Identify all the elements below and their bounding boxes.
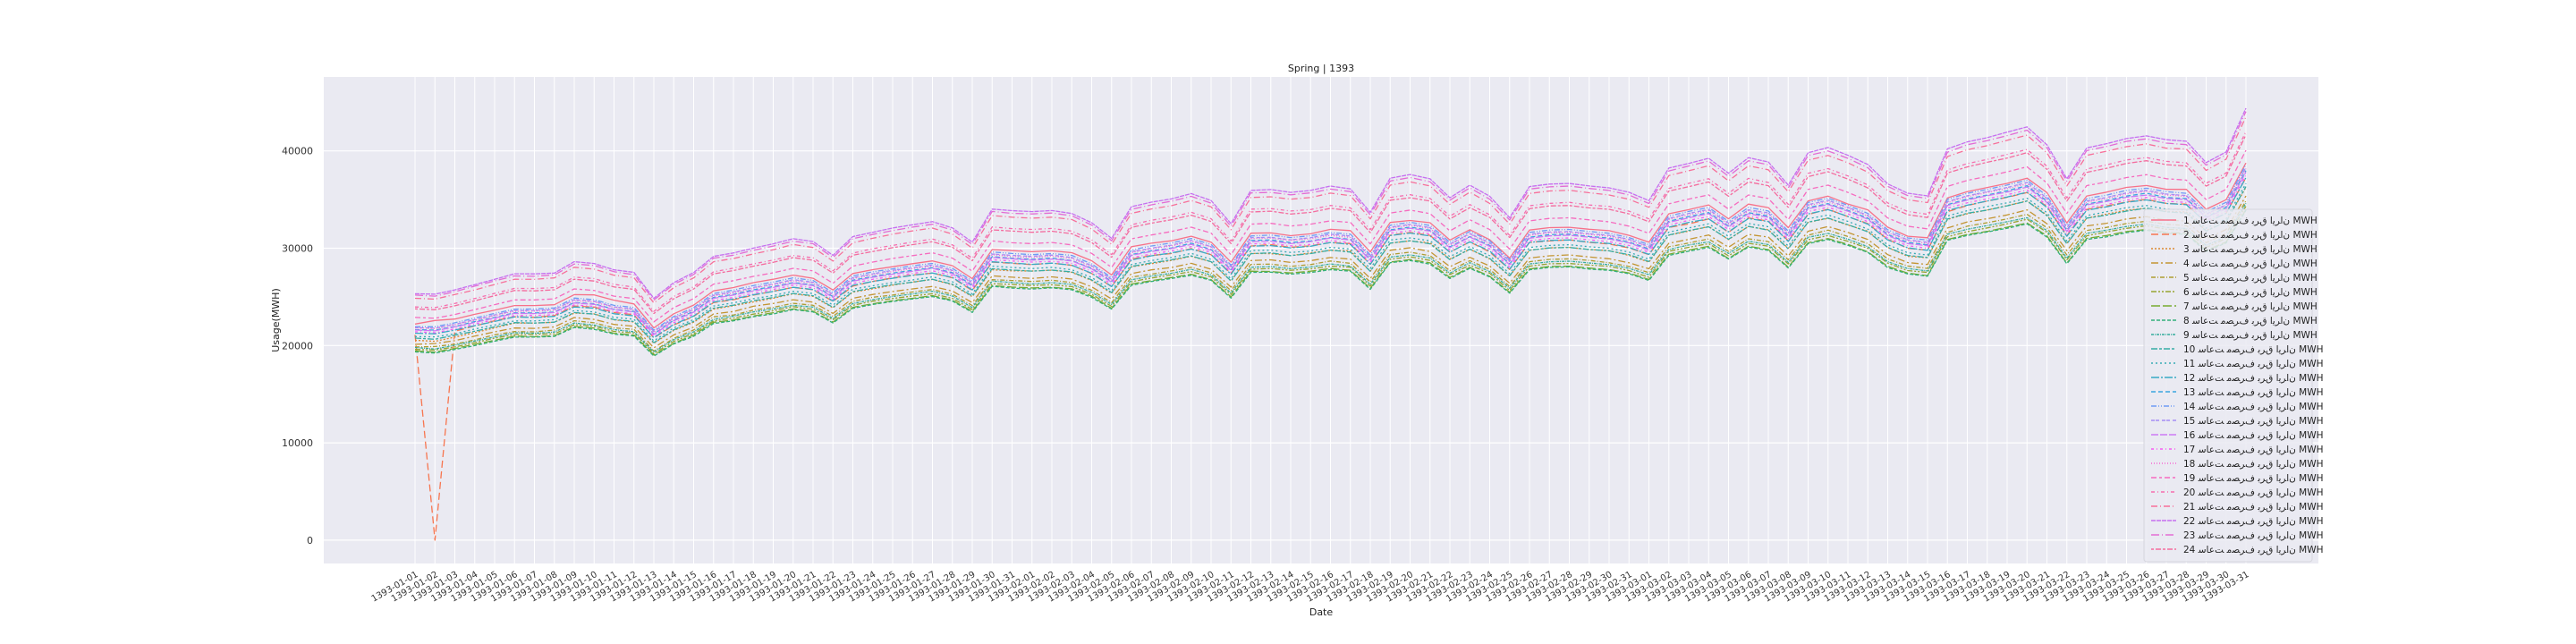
legend-label: ﻥﺍﺮﻳﺍ ﻕﺮﺑ ﻑﺮﺼﻣ ﺖﻋﺎﺳ 22 MWH	[2183, 516, 2324, 527]
gridlines	[324, 77, 2318, 564]
legend-label: ﻥﺍﺮﻳﺍ ﻕﺮﺑ ﻑﺮﺼﻣ ﺖﻋﺎﺳ 8 MWH	[2183, 316, 2318, 326]
series-line-15	[414, 166, 2247, 333]
legend: ﻥﺍﺮﻳﺍ ﻕﺮﺑ ﻑﺮﺼﻣ ﺖﻋﺎﺳ 1 MWH ﻥﺍﺮﻳﺍ ﻕﺮﺑ ﻑﺮﺼﻣ …	[2143, 208, 2324, 563]
y-axis-label: Usage(MWH)	[270, 288, 282, 352]
legend-label: ﻥﺍﺮﻳﺍ ﻕﺮﺑ ﻑﺮﺼﻣ ﺖﻋﺎﺳ 2 MWH	[2183, 230, 2318, 241]
x-axis-label: Date	[1309, 606, 1334, 618]
series-line-14	[415, 164, 2247, 331]
series-line-5	[414, 200, 2247, 352]
legend-label: ﻥﺍﺮﻳﺍ ﻕﺮﺑ ﻑﺮﺼﻣ ﺖﻋﺎﺳ 19 MWH	[2183, 473, 2324, 484]
legend-label: ﻥﺍﺮﻳﺍ ﻕﺮﺑ ﻑﺮﺼﻣ ﺖﻋﺎﺳ 11 MWH	[2183, 359, 2324, 369]
legend-label: ﻥﺍﺮﻳﺍ ﻕﺮﺑ ﻑﺮﺼﻣ ﺖﻋﺎﺳ 3 MWH	[2183, 244, 2318, 255]
legend-label: ﻥﺍﺮﻳﺍ ﻕﺮﺑ ﻑﺮﺼﻣ ﺖﻋﺎﺳ 12 MWH	[2183, 373, 2324, 384]
series-line-11	[414, 182, 2247, 342]
series-line-16	[414, 172, 2247, 335]
series-line-1	[414, 162, 2247, 329]
series-line-10	[414, 186, 2247, 343]
series-line-23	[414, 111, 2247, 301]
legend-label: ﻥﺍﺮﻳﺍ ﻕﺮﺑ ﻑﺮﺼﻣ ﺖﻋﺎﺳ 16 MWH	[2183, 430, 2324, 441]
y-axis-ticks: 0 10000 20000 30000 40000	[282, 146, 313, 547]
legend-label: ﻥﺍﺮﻳﺍ ﻕﺮﺑ ﻑﺮﺼﻣ ﺖﻋﺎﺳ 4 MWH	[2183, 258, 2318, 269]
legend-label: ﻥﺍﺮﻳﺍ ﻕﺮﺑ ﻑﺮﺼﻣ ﺖﻋﺎﺳ 17 MWH	[2183, 445, 2324, 455]
legend-frame	[2143, 208, 2313, 563]
y-tick-label: 20000	[282, 340, 313, 352]
legend-label: ﻥﺍﺮﻳﺍ ﻕﺮﺑ ﻑﺮﺼﻣ ﺖﻋﺎﺳ 13 MWH	[2183, 387, 2324, 398]
series-line-6	[414, 206, 2247, 355]
y-tick-label: 30000	[282, 242, 313, 254]
y-tick-label: 0	[307, 535, 313, 547]
series-line-17	[414, 174, 2247, 337]
chart-title: Spring | 1393	[1288, 63, 1354, 74]
legend-label: ﻥﺍﺮﻳﺍ ﻕﺮﺑ ﻑﺮﺼﻣ ﺖﻋﺎﺳ 20 MWH	[2183, 487, 2324, 498]
legend-label: ﻥﺍﺮﻳﺍ ﻕﺮﺑ ﻑﺮﺼﻣ ﺖﻋﺎﺳ 5 MWH	[2183, 273, 2318, 284]
series-line-13	[414, 170, 2247, 335]
series-line-20	[414, 131, 2247, 312]
y-tick-label: 10000	[282, 437, 313, 449]
legend-label: ﻥﺍﺮﻳﺍ ﻕﺮﺑ ﻑﺮﺼﻣ ﺖﻋﺎﺳ 7 MWH	[2183, 301, 2318, 312]
series-lines	[414, 107, 2247, 541]
x-axis-ticks: 1393-01-011393-01-021393-01-031393-01-04…	[370, 570, 2251, 605]
legend-label: ﻥﺍﺮﻳﺍ ﻕﺮﺑ ﻑﺮﺼﻣ ﺖﻋﺎﺳ 24 MWH	[2183, 545, 2324, 555]
legend-label: ﻥﺍﺮﻳﺍ ﻕﺮﺑ ﻑﺮﺼﻣ ﺖﻋﺎﺳ 21 MWH	[2183, 502, 2324, 513]
series-line-8	[414, 209, 2247, 357]
series-line-21	[414, 116, 2247, 304]
series-line-24	[414, 134, 2247, 315]
y-tick-label: 40000	[282, 146, 313, 157]
legend-label: ﻥﺍﺮﻳﺍ ﻕﺮﺑ ﻑﺮﺼﻣ ﺖﻋﺎﺳ 18 MWH	[2183, 459, 2324, 470]
plot-area-background	[324, 77, 2318, 564]
series-line-7	[414, 209, 2247, 356]
legend-label: ﻥﺍﺮﻳﺍ ﻕﺮﺑ ﻑﺮﺼﻣ ﺖﻋﺎﺳ 9 MWH	[2183, 330, 2318, 341]
series-line-12	[414, 177, 2247, 339]
legend-label: ﻥﺍﺮﻳﺍ ﻕﺮﺑ ﻑﺮﺼﻣ ﺖﻋﺎﺳ 14 MWH	[2183, 402, 2324, 412]
legend-label: ﻥﺍﺮﻳﺍ ﻕﺮﺑ ﻑﺮﺼﻣ ﺖﻋﺎﺳ 10 MWH	[2183, 344, 2324, 355]
series-line-9	[414, 202, 2247, 353]
series-line-4	[414, 195, 2247, 349]
series-line-22	[414, 107, 2247, 300]
legend-label: ﻥﺍﺮﻳﺍ ﻕﺮﺑ ﻑﺮﺼﻣ ﺖﻋﺎﺳ 15 MWH	[2183, 416, 2324, 427]
legend-label: ﻥﺍﺮﻳﺍ ﻕﺮﺑ ﻑﺮﺼﻣ ﺖﻋﺎﺳ 1 MWH	[2183, 216, 2318, 226]
series-line-19	[414, 149, 2247, 323]
legend-label: ﻥﺍﺮﻳﺍ ﻕﺮﺑ ﻑﺮﺼﻣ ﺖﻋﺎﺳ 23 MWH	[2183, 530, 2324, 541]
legend-label: ﻥﺍﺮﻳﺍ ﻕﺮﺑ ﻑﺮﺼﻣ ﺖﻋﺎﺳ 6 MWH	[2183, 287, 2318, 298]
